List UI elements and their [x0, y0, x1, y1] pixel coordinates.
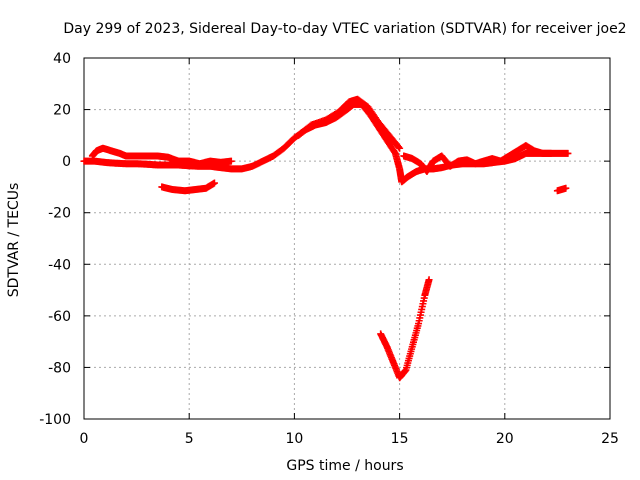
tick-labels: 0 5 10 15 20 25 40 20 0 -20 -40 -60 -80 -100	[39, 51, 619, 447]
y-tick-label: 20	[53, 103, 71, 119]
data-point-anomaly-drop	[425, 276, 433, 284]
y-tick-label: 0	[62, 154, 71, 170]
plot-frame	[83, 57, 611, 420]
chart-title: Day 299 of 2023, Sidereal Day-to-day VTE…	[63, 21, 626, 37]
data-point-afternoon-loop	[547, 149, 555, 157]
data-point-morning-dip	[210, 179, 218, 187]
y-tick-label: -20	[48, 206, 71, 222]
x-tick-label: 0	[80, 431, 89, 447]
y-axis-label: SDTVAR / TECUs	[6, 183, 22, 298]
x-axis-label: GPS time / hours	[286, 458, 403, 474]
x-tick-label: 10	[285, 431, 303, 447]
x-tick-label: 5	[185, 431, 194, 447]
x-tick-label: 15	[391, 431, 409, 447]
data-point-upper-hump	[395, 143, 403, 151]
y-tick-label: -40	[48, 257, 71, 273]
grid	[84, 58, 610, 419]
y-tick-label: -80	[48, 360, 71, 376]
data-point-late-dip	[562, 184, 570, 192]
y-tick-label: -100	[39, 412, 71, 428]
data-point-upper-loop	[227, 157, 235, 165]
data-point-main	[564, 149, 572, 157]
x-tick-label: 20	[496, 431, 514, 447]
x-tick-label: 25	[601, 431, 619, 447]
data-point-upper-hump	[396, 144, 404, 152]
data-points	[80, 95, 572, 382]
y-tick-label: 40	[53, 51, 71, 67]
y-tick-label: -60	[48, 309, 71, 325]
